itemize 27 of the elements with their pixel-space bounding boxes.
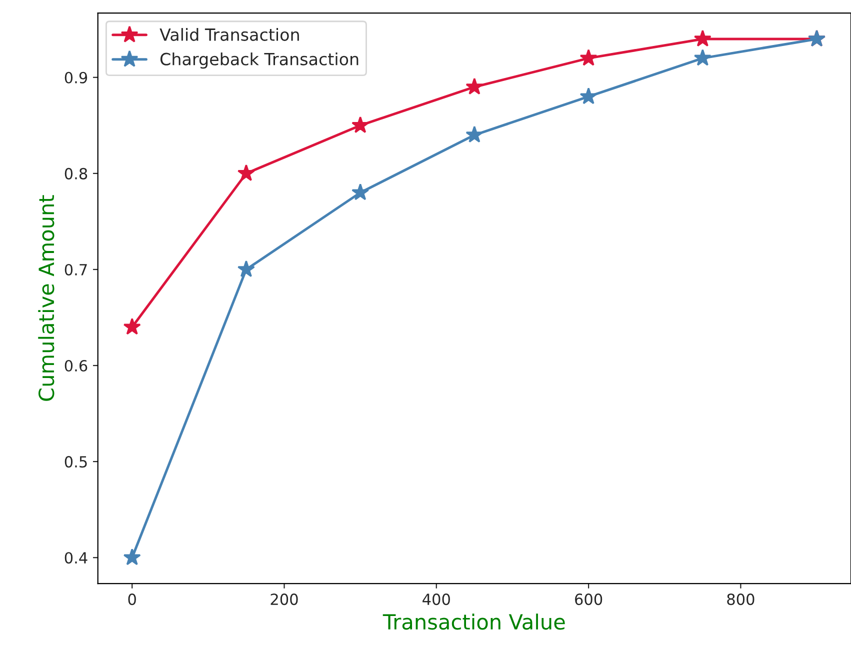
x-tick-label: 0 — [128, 594, 136, 606]
point — [580, 87, 598, 104]
x-tick-label: 600 — [575, 594, 602, 606]
y-tick-label: 0.9 — [64, 72, 88, 84]
point — [123, 318, 141, 335]
point — [694, 30, 712, 47]
y-tick-label: 0.8 — [64, 168, 88, 180]
y-axis-title: Cumulative Amount — [38, 195, 54, 401]
point — [352, 116, 370, 133]
x-tick-label: 400 — [422, 594, 450, 606]
point — [694, 49, 712, 66]
point — [123, 548, 141, 566]
point — [466, 78, 484, 95]
legend-label: Valid Transaction — [160, 28, 299, 41]
point — [237, 164, 255, 182]
y-tick-label: 0.5 — [64, 456, 87, 468]
point — [466, 126, 484, 143]
y-tick-label: 0.6 — [64, 360, 88, 372]
point — [580, 49, 598, 66]
x-tick-label: 200 — [270, 594, 298, 606]
x-tick-label: 800 — [727, 594, 754, 606]
point — [237, 260, 255, 278]
y-tick-label: 0.7 — [64, 264, 87, 276]
legend-label: Chargeback Transaction — [160, 52, 358, 69]
x-axis-title: Transaction Value — [382, 614, 565, 630]
point — [352, 183, 370, 200]
y-tick-label: 0.4 — [64, 552, 88, 564]
